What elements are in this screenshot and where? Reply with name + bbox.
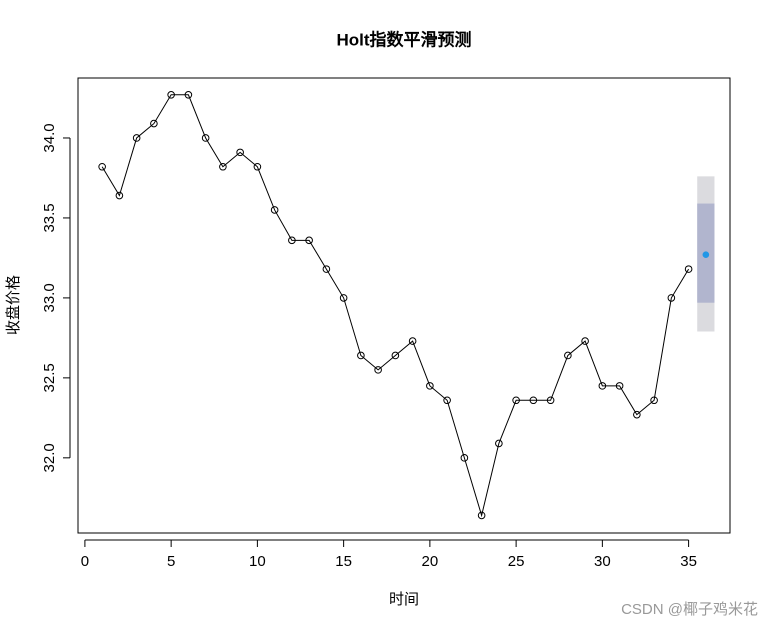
point bbox=[98, 162, 106, 171]
point bbox=[615, 382, 624, 390]
plot-box bbox=[77, 77, 731, 534]
x-tick-label: 20 bbox=[422, 553, 439, 570]
y-tick-label: 32.0 bbox=[41, 443, 58, 472]
point bbox=[426, 382, 434, 390]
x-tick-label: 5 bbox=[167, 553, 175, 570]
y-tick-label: 33.0 bbox=[41, 283, 58, 312]
chart-title: Holt指数平滑预测 bbox=[336, 29, 471, 49]
point bbox=[167, 90, 175, 99]
point bbox=[219, 162, 227, 171]
x-tick-label: 10 bbox=[249, 553, 266, 570]
point bbox=[115, 191, 124, 200]
point bbox=[598, 382, 607, 390]
point bbox=[477, 511, 486, 520]
point bbox=[667, 294, 676, 302]
x-tick-label: 25 bbox=[508, 553, 525, 570]
point bbox=[150, 119, 158, 128]
series-line bbox=[101, 94, 690, 518]
x-tick-label: 0 bbox=[81, 553, 89, 570]
y-axis-label: 收盘价格 bbox=[4, 275, 22, 335]
point bbox=[512, 396, 520, 405]
watermark: CSDN @椰子鸡米花 bbox=[621, 601, 758, 618]
point bbox=[201, 134, 210, 142]
y-tick-label: 34.0 bbox=[41, 123, 58, 152]
point bbox=[270, 206, 279, 214]
x-tick-label: 15 bbox=[335, 553, 352, 570]
point bbox=[357, 351, 365, 360]
point bbox=[288, 236, 296, 245]
point bbox=[633, 410, 641, 419]
point bbox=[339, 294, 348, 302]
x-tick-label: 30 bbox=[594, 553, 611, 570]
point bbox=[529, 396, 538, 405]
point bbox=[132, 134, 141, 142]
point bbox=[684, 265, 693, 273]
point bbox=[495, 439, 503, 448]
point bbox=[184, 90, 193, 99]
point bbox=[305, 236, 313, 245]
x-axis-label: 时间 bbox=[389, 591, 419, 608]
point bbox=[391, 351, 400, 360]
point bbox=[408, 337, 417, 345]
x-tick-label: 35 bbox=[680, 553, 697, 570]
point bbox=[236, 148, 244, 157]
y-tick-label: 33.5 bbox=[41, 203, 58, 232]
point bbox=[443, 396, 451, 405]
point bbox=[564, 351, 572, 360]
point bbox=[253, 162, 262, 171]
point bbox=[460, 454, 469, 462]
point bbox=[650, 396, 658, 405]
point bbox=[374, 366, 382, 374]
point bbox=[322, 265, 331, 273]
y-tick-label: 32.5 bbox=[41, 363, 58, 392]
point bbox=[546, 396, 555, 405]
point bbox=[581, 337, 589, 345]
forecast-point bbox=[702, 251, 710, 259]
